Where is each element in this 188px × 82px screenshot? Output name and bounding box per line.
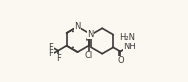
- Text: NH: NH: [123, 42, 136, 51]
- Text: F: F: [56, 54, 61, 63]
- Text: N: N: [74, 22, 81, 31]
- Text: O: O: [118, 56, 124, 65]
- Text: Cl: Cl: [85, 51, 93, 60]
- Text: H₂N: H₂N: [119, 33, 135, 42]
- Text: F: F: [49, 49, 54, 58]
- Text: F: F: [49, 43, 54, 52]
- Text: N: N: [88, 30, 94, 39]
